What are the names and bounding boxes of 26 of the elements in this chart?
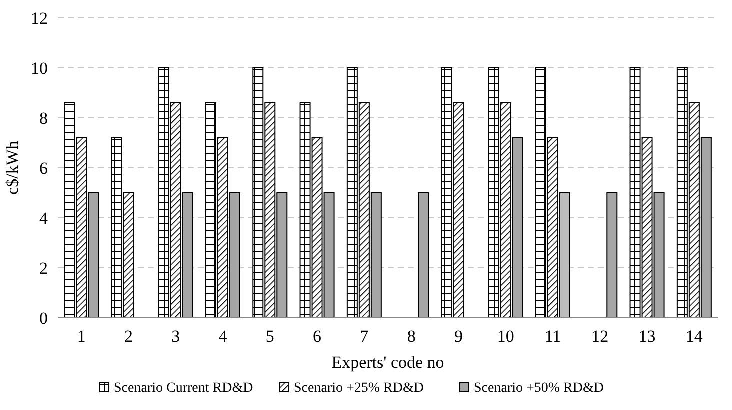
y-tick-label: 6: [40, 158, 48, 178]
y-tick-label: 8: [40, 108, 48, 128]
x-axis-title: Experts' code no: [332, 353, 444, 372]
x-tick-label: 7: [360, 327, 370, 346]
x-tick-label: 3: [172, 327, 180, 346]
y-axis-title: c$/kWh: [3, 140, 22, 195]
x-tick-label: 14: [686, 327, 704, 346]
x-tick-label: 6: [313, 327, 322, 346]
x-tick-label: 5: [266, 327, 274, 346]
y-tick-label: 0: [40, 308, 48, 328]
x-tick-label: 10: [497, 327, 514, 346]
x-tick-label: 9: [454, 327, 463, 346]
x-tick-label: 4: [218, 327, 228, 346]
x-tick-label: 13: [638, 327, 656, 346]
x-tick-label: 8: [407, 327, 416, 346]
y-tick-label: 2: [40, 258, 48, 278]
legend-label: Scenario +25% RD&D: [294, 381, 424, 396]
x-tick-label: 12: [592, 327, 609, 346]
y-tick-label: 12: [31, 8, 48, 28]
x-tick-label: 11: [544, 327, 562, 346]
legend-label: Scenario Current RD&D: [114, 381, 254, 396]
legend-label: Scenario +50% RD&D: [474, 381, 604, 396]
x-tick-label: 1: [77, 327, 86, 346]
y-tick-label: 4: [40, 208, 48, 228]
y-tick-label: 10: [31, 58, 48, 78]
x-tick-label: 2: [124, 327, 133, 346]
